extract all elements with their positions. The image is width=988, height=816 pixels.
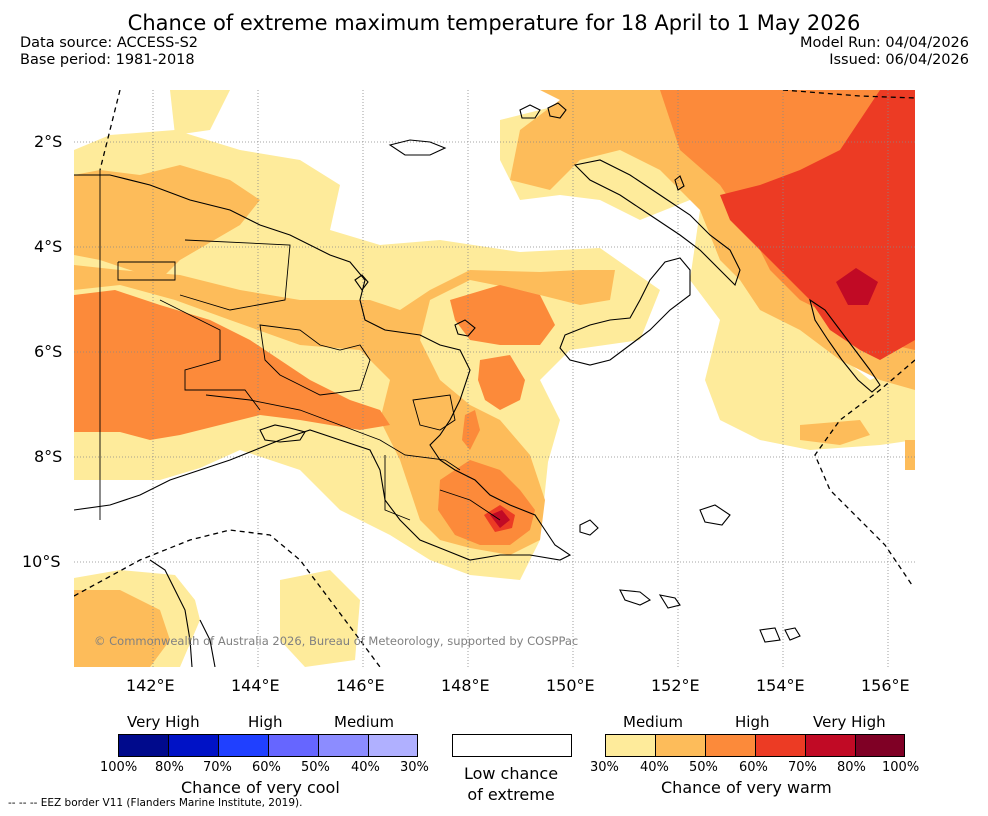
eez-borders <box>74 90 915 667</box>
cool-tick-50: 50% <box>301 760 330 775</box>
base-period: Base period: 1981-2018 <box>20 52 195 68</box>
warm-swatch-80-100 <box>856 735 904 756</box>
warm-swatch-30-40 <box>606 735 656 756</box>
cool-swatch-60-70 <box>219 735 269 756</box>
cool-tick-70: 70% <box>203 760 232 775</box>
cool-level-very-high: Very High <box>127 713 200 731</box>
warm-tick-50: 50% <box>689 760 718 775</box>
coastlines <box>74 102 881 667</box>
cool-tick-60: 60% <box>252 760 281 775</box>
lat-label-8s: 8°S <box>34 447 63 466</box>
meta-right: Model Run: 04/04/2026 Issued: 06/04/2026 <box>800 35 969 69</box>
warm-tick-40: 40% <box>640 760 669 775</box>
cool-colorbar <box>118 734 418 757</box>
warm-swatch-70-80 <box>806 735 856 756</box>
lat-label-6s: 6°S <box>34 342 63 361</box>
meta-left: Data source: ACCESS-S2 Base period: 1981… <box>20 35 198 69</box>
warm-tick-100: 100% <box>882 760 920 775</box>
warm-tick-70: 70% <box>788 760 817 775</box>
neutral-swatch <box>452 734 572 757</box>
provincial-boundaries <box>99 170 501 521</box>
warm-caption: Chance of very warm <box>661 778 832 797</box>
lon-label-152e: 152°E <box>651 676 700 695</box>
warm-swatch-40-50 <box>656 735 706 756</box>
cool-level-high: High <box>248 713 283 731</box>
cool-tick-30: 30% <box>400 760 429 775</box>
cool-tick-100: 100% <box>100 760 138 775</box>
lon-label-144e: 144°E <box>231 676 280 695</box>
cool-level-medium: Medium <box>334 713 394 731</box>
warm-level-very-high: Very High <box>813 713 886 731</box>
lon-label-142e: 142°E <box>126 676 175 695</box>
map-figure <box>74 90 915 667</box>
warm-colorbar <box>605 734 905 757</box>
lon-label-150e: 150°E <box>546 676 595 695</box>
lat-label-2s: 2°S <box>34 132 63 151</box>
warm-70-80-region <box>490 268 878 528</box>
model-run: Model Run: 04/04/2026 <box>799 35 969 51</box>
cool-tick-40: 40% <box>351 760 380 775</box>
cool-swatch-40-50 <box>319 735 369 756</box>
neutral-caption: Low chance of extreme <box>452 763 570 805</box>
lon-label-146e: 146°E <box>336 676 385 695</box>
copyright-notice: © Commonwealth of Australia 2026, Bureau… <box>94 634 579 648</box>
cool-caption: Chance of very cool <box>181 778 340 797</box>
cool-swatch-70-80 <box>169 735 219 756</box>
warm-tick-60: 60% <box>739 760 768 775</box>
issued-date: Issued: 06/04/2026 <box>829 52 969 68</box>
warm-swatch-60-70 <box>756 735 806 756</box>
map-title: Chance of extreme maximum temperature fo… <box>127 11 861 35</box>
lat-label-4s: 4°S <box>34 237 63 256</box>
cool-tick-80: 80% <box>155 760 184 775</box>
lon-label-148e: 148°E <box>441 676 490 695</box>
lon-label-156e: 156°E <box>861 676 910 695</box>
warm-level-high: High <box>735 713 770 731</box>
cool-swatch-50-60 <box>269 735 319 756</box>
eez-footnote: -- -- -- EEZ border V11 (Flanders Marine… <box>8 797 303 809</box>
neutral-caption-line2: of extreme <box>467 785 555 804</box>
warm-level-medium: Medium <box>623 713 683 731</box>
cool-swatch-80-100 <box>119 735 169 756</box>
cool-swatch-30-40 <box>369 735 417 756</box>
lon-label-154e: 154°E <box>756 676 805 695</box>
warm-tick-30: 30% <box>590 760 619 775</box>
warm-tick-80: 80% <box>837 760 866 775</box>
warm-swatch-50-60 <box>706 735 756 756</box>
map-plot-area <box>74 90 915 667</box>
data-source: Data source: ACCESS-S2 <box>20 35 199 51</box>
lat-label-10s: 10°S <box>22 552 61 571</box>
neutral-caption-line1: Low chance <box>463 764 559 783</box>
